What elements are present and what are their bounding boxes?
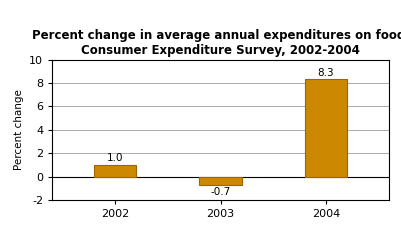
Y-axis label: Percent change: Percent change (14, 89, 24, 170)
Text: 1.0: 1.0 (107, 154, 124, 164)
Title: Percent change in average annual expenditures on food,
Consumer Expenditure Surv: Percent change in average annual expendi… (32, 29, 401, 57)
Text: 8.3: 8.3 (318, 68, 334, 78)
Bar (305, 79, 347, 177)
Text: -0.7: -0.7 (211, 187, 231, 197)
Bar (94, 165, 136, 177)
Bar (200, 177, 241, 185)
